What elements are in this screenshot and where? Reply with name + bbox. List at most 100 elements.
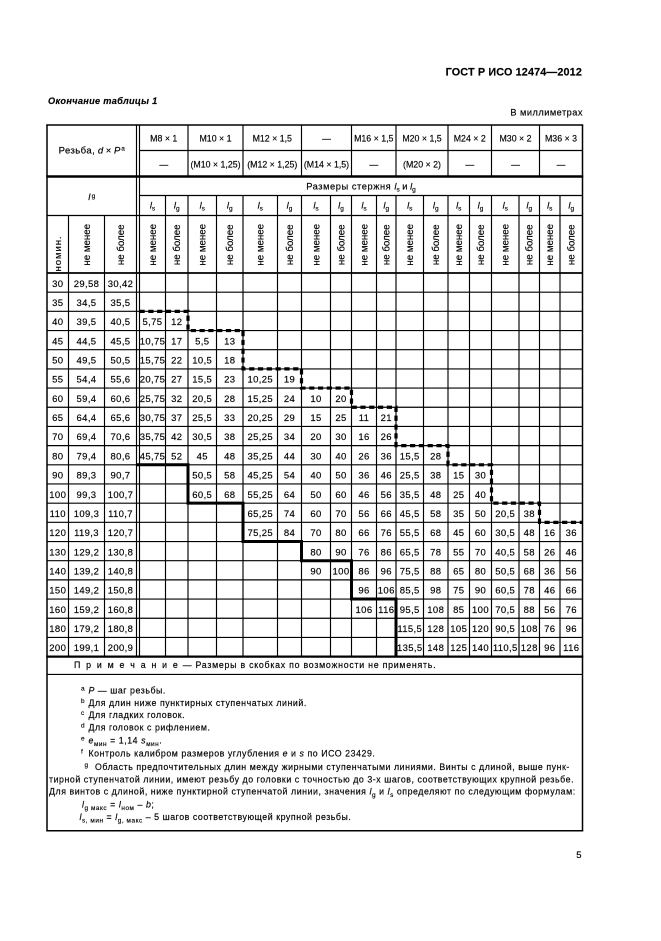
svg-text:115,5: 115,5 [397, 624, 422, 635]
svg-text:108: 108 [521, 624, 538, 635]
svg-text:37: 37 [171, 413, 182, 424]
svg-text:110,7: 110,7 [108, 509, 133, 520]
svg-text:60: 60 [310, 509, 321, 520]
svg-text:не менее: не менее [198, 224, 209, 266]
svg-text:40: 40 [310, 471, 321, 482]
svg-text:70: 70 [52, 432, 63, 443]
svg-text:140: 140 [472, 643, 489, 654]
svg-text:a: a [81, 686, 85, 693]
svg-text:120,7: 120,7 [108, 528, 134, 539]
svg-text:ls: ls [361, 201, 367, 213]
svg-text:54,4: 54,4 [77, 375, 97, 386]
svg-text:55: 55 [52, 375, 63, 386]
svg-text:70,5: 70,5 [495, 605, 515, 616]
svg-text:28: 28 [224, 394, 235, 405]
svg-text:66: 66 [566, 586, 577, 597]
svg-text:15,5: 15,5 [400, 451, 420, 462]
svg-text:80: 80 [310, 547, 321, 558]
svg-text:35,5: 35,5 [111, 298, 131, 309]
svg-text:lg: lg [433, 201, 439, 213]
svg-text:f: f [81, 748, 83, 755]
svg-text:76: 76 [544, 624, 555, 635]
svg-text:Р — шаг резьбы.: Р — шаг резьбы. [89, 686, 166, 696]
svg-text:64: 64 [284, 490, 295, 501]
svg-text:lg: lg [526, 201, 532, 213]
svg-text:99,3: 99,3 [77, 490, 97, 501]
svg-text:29,58: 29,58 [74, 279, 100, 290]
svg-text:64,4: 64,4 [77, 413, 97, 424]
svg-text:40: 40 [335, 451, 346, 462]
svg-text:55,25: 55,25 [247, 490, 273, 501]
svg-text:90: 90 [52, 471, 63, 482]
svg-text:Для винтов с длиной, ниже пунк: Для винтов с длиной, ниже пунктирной сту… [49, 787, 576, 800]
svg-text:ls: ls [547, 201, 553, 213]
svg-text:30,42: 30,42 [108, 279, 134, 290]
svg-text:35: 35 [453, 509, 464, 520]
svg-text:38: 38 [224, 432, 235, 443]
svg-text:48: 48 [430, 490, 441, 501]
svg-text:100: 100 [472, 605, 489, 616]
svg-text:86: 86 [381, 547, 392, 558]
svg-text:20,75: 20,75 [140, 375, 166, 386]
svg-text:b: b [81, 698, 85, 705]
svg-text:65,6: 65,6 [111, 413, 131, 424]
svg-text:50: 50 [475, 509, 486, 520]
svg-text:(M10 × 1,25): (M10 × 1,25) [190, 160, 240, 170]
svg-text:30: 30 [52, 279, 63, 290]
svg-text:128: 128 [521, 643, 538, 654]
svg-text:П р и м е ч а н и е — Размеры: П р и м е ч а н и е — Размеры в скобках … [74, 660, 436, 670]
svg-text:емин = 1,14 sмин.: емин = 1,14 sмин. [89, 735, 163, 748]
svg-text:M16 × 1,5: M16 × 1,5 [354, 133, 393, 143]
svg-text:27: 27 [171, 375, 182, 386]
svg-text:42: 42 [171, 432, 182, 443]
svg-text:Область предпочтительных длин: Область предпочтительных длин между жирн… [95, 762, 570, 772]
svg-text:95,5: 95,5 [400, 605, 420, 616]
svg-text:номин.: номин. [53, 236, 64, 272]
svg-text:23: 23 [224, 375, 235, 386]
svg-text:80: 80 [335, 528, 346, 539]
svg-text:21: 21 [381, 413, 392, 424]
svg-text:108: 108 [427, 605, 444, 616]
svg-text:lg: lg [174, 201, 180, 213]
svg-text:lg: lg [383, 201, 389, 213]
svg-text:20,25: 20,25 [247, 413, 273, 424]
svg-text:lg макс = lном – b;: lg макс = lном – b; [82, 799, 154, 812]
svg-text:lg: lg [88, 192, 95, 203]
svg-text:16: 16 [544, 528, 555, 539]
svg-text:45,75: 45,75 [140, 451, 166, 462]
svg-text:85: 85 [453, 605, 464, 616]
svg-text:180: 180 [49, 624, 66, 635]
svg-text:ls: ls [407, 201, 413, 213]
svg-text:60: 60 [475, 528, 486, 539]
svg-text:15,25: 15,25 [247, 394, 273, 405]
svg-text:46: 46 [544, 586, 555, 597]
svg-text:22: 22 [171, 356, 182, 367]
svg-text:33: 33 [224, 413, 235, 424]
svg-text:не более: не более [431, 225, 442, 266]
svg-text:25,5: 25,5 [400, 471, 420, 482]
svg-text:25,5: 25,5 [192, 413, 212, 424]
svg-text:26: 26 [358, 451, 369, 462]
svg-text:76: 76 [358, 547, 369, 558]
svg-text:M24 × 2: M24 × 2 [454, 133, 486, 143]
svg-text:50: 50 [52, 356, 63, 367]
svg-text:84: 84 [284, 528, 295, 539]
svg-text:не более: не более [285, 225, 296, 266]
svg-text:16: 16 [358, 432, 369, 443]
svg-text:ls: ls [456, 201, 462, 213]
svg-text:50: 50 [310, 490, 321, 501]
svg-text:50,5: 50,5 [192, 471, 212, 482]
svg-text:58: 58 [430, 509, 441, 520]
svg-text:d: d [81, 722, 85, 729]
svg-text:10,25: 10,25 [247, 375, 273, 386]
svg-text:46: 46 [566, 547, 577, 558]
svg-text:В миллиметрах: В миллиметрах [510, 108, 583, 118]
svg-text:не менее: не менее [256, 224, 267, 266]
svg-text:80: 80 [475, 567, 486, 578]
svg-text:не более: не более [336, 225, 347, 266]
svg-text:40: 40 [52, 317, 63, 328]
svg-text:36: 36 [358, 471, 369, 482]
svg-text:50: 50 [335, 471, 346, 482]
svg-text:88: 88 [524, 605, 535, 616]
svg-text:не менее: не менее [405, 224, 416, 266]
